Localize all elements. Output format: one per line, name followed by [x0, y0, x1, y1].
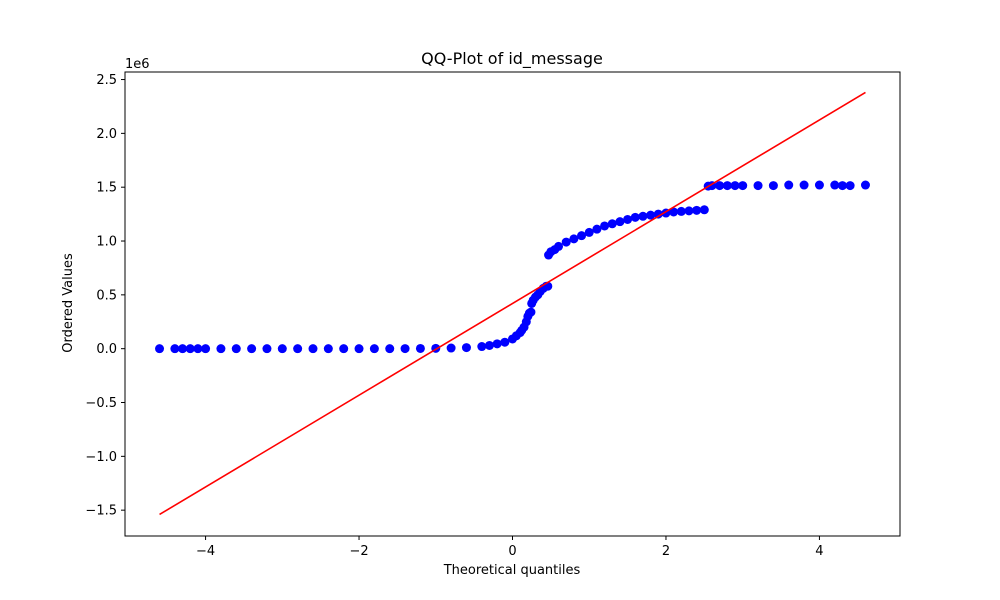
data-point	[308, 344, 318, 354]
data-point	[277, 344, 287, 354]
data-point	[615, 217, 625, 227]
data-point	[669, 207, 679, 217]
data-point	[738, 181, 748, 191]
data-point	[784, 180, 794, 190]
data-point	[323, 344, 333, 354]
y-tick-label: −1.0	[85, 450, 117, 465]
data-point	[477, 342, 487, 352]
data-point	[692, 205, 702, 215]
plot-area	[155, 91, 870, 516]
x-tick-label: −4	[196, 544, 215, 559]
data-point	[369, 344, 379, 354]
y-tick-label: 1.5	[96, 181, 117, 196]
y-axis-ticks: −1.5 −1.0 −0.5 0.0 0.5 1.0 1.5 2.0 2.5	[85, 73, 125, 519]
y-tick-label: −1.5	[85, 504, 117, 519]
data-point	[193, 344, 203, 354]
y-tick-label: 2.5	[96, 73, 117, 88]
data-point	[170, 344, 180, 354]
x-tick-label: −2	[349, 544, 368, 559]
data-point	[607, 219, 617, 229]
data-point	[526, 307, 536, 317]
data-point	[623, 214, 633, 224]
data-point	[415, 343, 425, 353]
data-point	[247, 344, 257, 354]
data-point	[715, 181, 725, 191]
data-point	[569, 234, 579, 244]
data-point	[354, 344, 364, 354]
data-point	[600, 221, 610, 231]
data-point	[730, 181, 740, 191]
data-point	[262, 344, 272, 354]
data-point	[814, 180, 824, 190]
data-point	[630, 212, 640, 222]
data-point	[860, 180, 870, 190]
data-point	[461, 343, 471, 353]
data-point	[577, 231, 587, 241]
sample-points-series	[155, 180, 870, 354]
data-point	[584, 227, 594, 237]
data-point	[638, 211, 648, 221]
x-axis-ticks: −4 −2 0 2 4	[196, 536, 824, 559]
data-point	[646, 210, 656, 220]
data-point	[837, 181, 847, 191]
data-point	[799, 180, 809, 190]
data-point	[339, 344, 349, 354]
data-point	[293, 344, 303, 354]
data-point	[446, 343, 456, 353]
y-tick-label: 2.0	[96, 127, 117, 142]
y-tick-label: 1.0	[96, 235, 117, 250]
data-point	[385, 344, 395, 354]
data-point	[592, 224, 602, 234]
data-point	[216, 344, 226, 354]
data-point	[400, 344, 410, 354]
data-point	[684, 206, 694, 216]
y-tick-label: 0.5	[96, 288, 117, 303]
y-axis-label: Ordered Values	[61, 253, 76, 353]
data-point	[178, 344, 188, 354]
reference-fit-line	[159, 91, 866, 516]
data-point	[185, 344, 195, 354]
data-point	[653, 209, 663, 219]
x-tick-label: 2	[662, 544, 670, 559]
y-tick-label: −0.5	[85, 396, 117, 411]
x-tick-label: 0	[508, 544, 516, 559]
y-tick-label: 0.0	[96, 342, 117, 357]
y-offset-label: 1e6	[125, 57, 150, 72]
data-point	[201, 344, 211, 354]
data-point	[830, 180, 840, 190]
chart-title: QQ-Plot of id_message	[421, 49, 603, 69]
data-point	[484, 340, 494, 350]
data-point	[554, 241, 564, 251]
data-point	[500, 337, 510, 347]
data-point	[699, 205, 709, 215]
plot-frame	[124, 71, 901, 537]
x-tick-label: 4	[815, 544, 823, 559]
data-point	[768, 181, 778, 191]
data-point	[492, 339, 502, 349]
data-point	[231, 344, 241, 354]
x-axis-label: Theoretical quantiles	[443, 563, 581, 578]
data-point	[561, 237, 571, 247]
data-point	[155, 344, 165, 354]
data-point	[753, 181, 763, 191]
data-point	[676, 206, 686, 216]
data-point	[722, 181, 732, 191]
data-point	[845, 181, 855, 191]
